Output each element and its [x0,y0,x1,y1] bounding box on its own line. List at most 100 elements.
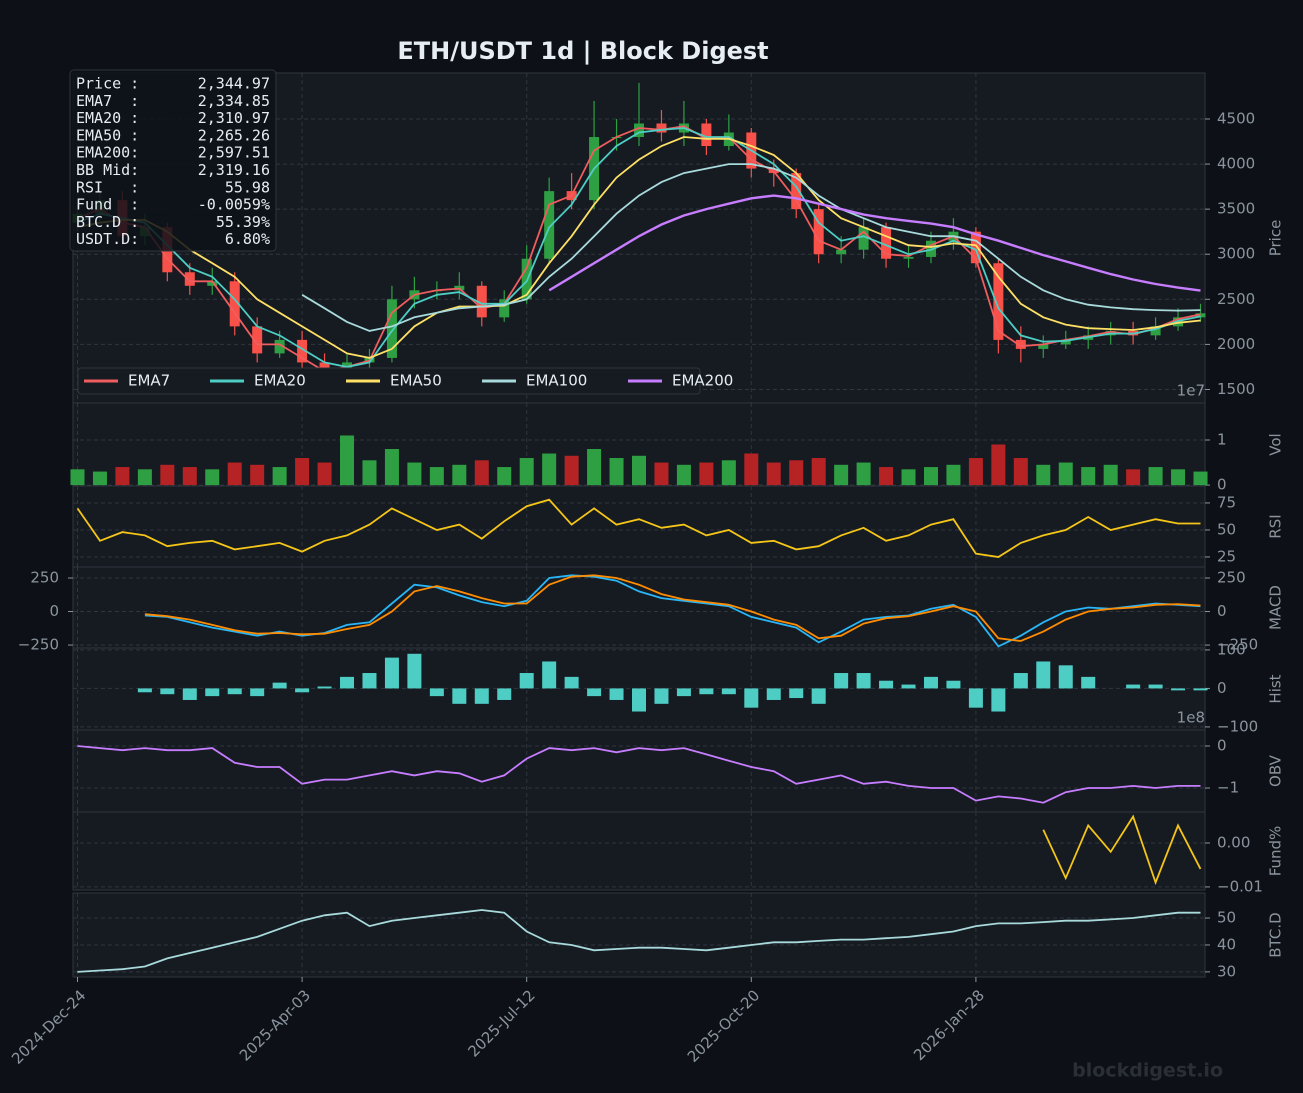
bar [901,469,916,486]
bar [721,688,736,695]
candle-body [386,299,397,358]
bar [1171,688,1186,691]
candle-body [970,231,981,264]
bar [497,688,512,700]
bar [474,688,489,704]
y-axis-label: Hist [1267,674,1285,703]
bar [115,467,130,486]
line [144,574,1201,642]
bar [564,455,579,486]
bar [1081,676,1096,689]
bar [317,686,332,689]
legend-label: EMA20 [254,372,306,390]
candle-body [993,263,1004,340]
y-tick-label: 250 [1217,568,1246,586]
bar [407,462,422,486]
bar [205,469,220,486]
bar [227,462,242,486]
y-tick-label: −250 [1217,636,1258,654]
info-label: USDT.D: [76,230,139,248]
bar [250,688,265,697]
bar [968,688,983,708]
bar [137,469,152,486]
bar [182,467,197,486]
bar [1058,665,1073,689]
candle-body [881,227,892,259]
bar [879,680,894,689]
line [77,125,1201,373]
bar [676,464,691,486]
bar [272,682,287,689]
y-tick-label: 0 [49,602,59,620]
bar [1171,469,1186,486]
legend-label: EMA100 [526,372,587,390]
panel [72,729,1206,813]
y-tick-label: 100 [1217,640,1246,658]
bar [452,688,467,704]
legend-label: EMA50 [390,372,442,390]
candle-body [207,281,218,286]
panel [72,485,1206,568]
legend-box [77,367,701,395]
y-tick-label: 250 [30,568,59,586]
bar [340,435,355,486]
bar [856,673,871,689]
info-label: Fund : [76,196,139,214]
panel [72,811,1206,891]
info-value: 55.39% [216,213,270,231]
panel [72,892,1206,978]
candle-body [252,326,263,354]
info-label: EMA50 : [76,126,139,144]
y-tick-label: 3500 [1217,200,1255,218]
bar [879,467,894,486]
info-value: 2,334.85 [198,92,270,110]
y-tick-label: 4500 [1217,109,1255,127]
y-tick-label: 0.00 [1217,833,1250,851]
candle-body [634,123,644,138]
y-tick-label: 50 [1217,909,1236,927]
info-value: -0.0059% [198,196,270,214]
bar [811,458,826,486]
bar [227,688,242,695]
candle-body [297,339,308,363]
bar [1126,469,1141,486]
bar [474,460,489,486]
candle-body [656,123,667,133]
candle-body [476,285,487,318]
candle-body [184,272,195,286]
info-box-bg [69,69,277,252]
info-label: EMA20 : [76,109,139,127]
legend-label: EMA7 [128,372,170,390]
bar [429,467,444,486]
y-tick-label: −0.01 [1217,877,1263,895]
candle-body [499,299,510,318]
bar [340,676,355,689]
bar [564,676,579,689]
bar [70,469,85,486]
bar [1013,673,1028,689]
bar [923,676,938,689]
bar [205,688,220,697]
bar [766,462,781,486]
y-tick-label: 50 [1217,520,1236,538]
candle-body [1060,339,1071,345]
bar [834,464,849,486]
bar [362,460,377,486]
candle-body [544,191,555,259]
info-value: 6.80% [225,230,270,248]
y-tick-label: 2000 [1217,335,1255,353]
bar [1193,471,1208,486]
info-label: EMA7 : [76,92,139,110]
bar [272,467,287,486]
bar [182,688,197,700]
candle-body [1150,326,1161,336]
bar [452,464,467,486]
bar [968,458,983,486]
y-tick-label: 1 [1217,430,1227,448]
bar [744,453,759,486]
bar [1036,464,1051,486]
y-tick-label: −250 [18,636,59,654]
line [77,745,1201,804]
bar [137,688,152,693]
